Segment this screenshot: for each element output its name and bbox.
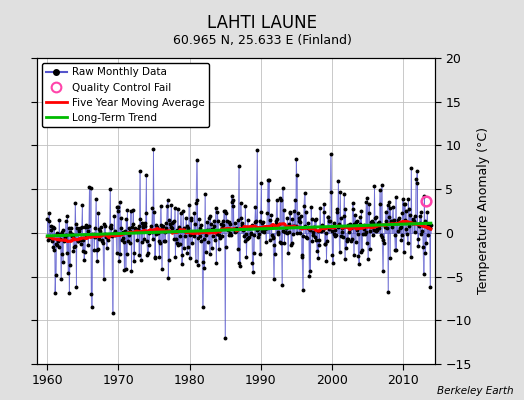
Text: Berkeley Earth: Berkeley Earth <box>437 386 514 396</box>
Text: 60.965 N, 25.633 E (Finland): 60.965 N, 25.633 E (Finland) <box>172 34 352 47</box>
Y-axis label: Temperature Anomaly (°C): Temperature Anomaly (°C) <box>477 128 490 294</box>
Legend: Raw Monthly Data, Quality Control Fail, Five Year Moving Average, Long-Term Tren: Raw Monthly Data, Quality Control Fail, … <box>42 63 209 127</box>
Text: LAHTI LAUNE: LAHTI LAUNE <box>207 14 317 32</box>
